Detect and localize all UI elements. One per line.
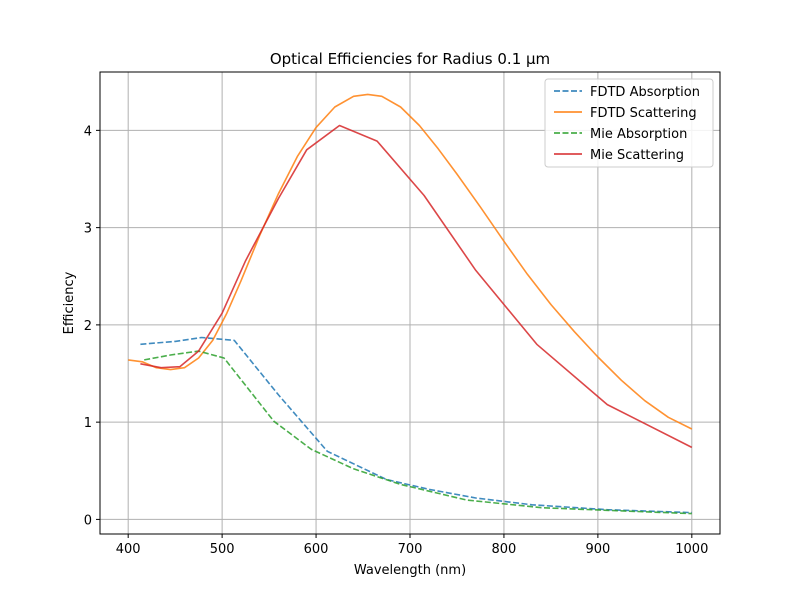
x-tick-label: 500 [210,542,235,557]
x-tick-label: 1000 [675,542,708,557]
axis-ticks: 400 500 600 700 800 900 1000 0 1 2 3 4 [84,124,709,557]
series-line-mie-absorption [144,350,692,515]
chart-title: Optical Efficiencies for Radius 0.1 µm [270,50,550,68]
series-line-fdtd-scattering [128,93,693,430]
legend-label: FDTD Absorption [590,85,700,100]
y-tick-label: 4 [84,124,92,139]
legend-label: Mie Scattering [590,148,684,163]
y-tick-label: 0 [84,513,92,528]
y-tick-label: 2 [84,319,92,334]
legend-label: Mie Absorption [590,127,687,142]
x-tick-label: 400 [116,542,141,557]
x-axis-label: Wavelength (nm) [354,563,466,578]
legend: FDTD Absorption FDTD Scattering Mie Absorp… [544,78,714,168]
legend-label: FDTD Scattering [590,106,697,121]
y-tick-label: 3 [84,222,92,237]
y-axis-label: Efficiency [62,271,77,334]
legend-box [544,78,714,168]
series-layer [128,93,693,515]
x-tick-label: 800 [492,542,517,557]
x-tick-label: 600 [304,542,329,557]
y-tick-label: 1 [84,416,92,431]
x-tick-label: 900 [585,542,610,557]
series-line-mie-scattering [140,124,693,449]
x-tick-label: 700 [398,542,423,557]
